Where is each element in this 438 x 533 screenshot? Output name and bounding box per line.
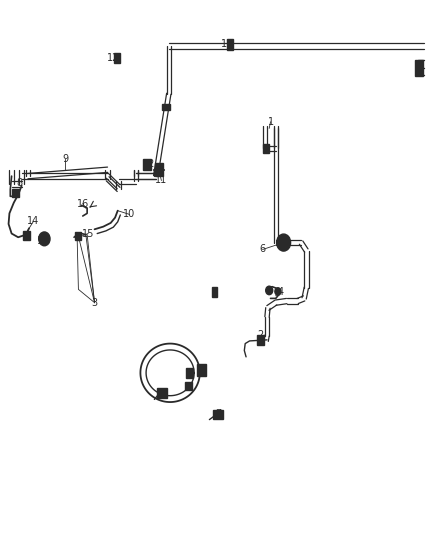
Text: 8: 8 [16, 177, 22, 188]
Text: 12: 12 [221, 39, 233, 49]
Bar [415, 60, 423, 76]
Text: 4: 4 [277, 287, 283, 297]
Text: 13: 13 [37, 236, 49, 246]
Text: 7: 7 [158, 388, 165, 398]
Bar [143, 159, 151, 169]
Text: 10: 10 [124, 209, 136, 220]
Text: 14: 14 [27, 216, 39, 227]
Bar [186, 368, 193, 377]
Bar [263, 144, 269, 154]
Text: 12: 12 [143, 159, 155, 169]
Bar [257, 335, 265, 345]
Bar [75, 232, 81, 240]
Circle shape [275, 288, 281, 295]
Bar [213, 409, 223, 419]
Bar [227, 39, 233, 50]
Text: 11: 11 [155, 175, 167, 185]
Text: 9: 9 [62, 154, 68, 164]
Text: 7: 7 [215, 409, 221, 419]
Bar [23, 231, 30, 240]
Bar [157, 388, 167, 398]
Circle shape [277, 234, 290, 251]
Text: 5: 5 [212, 287, 218, 297]
Bar [162, 104, 170, 110]
Text: 16: 16 [77, 199, 89, 209]
Text: 6: 6 [260, 245, 266, 254]
Circle shape [39, 232, 50, 246]
Text: 2: 2 [258, 329, 264, 340]
Text: 12: 12 [107, 53, 120, 63]
Text: 3: 3 [92, 297, 98, 308]
Circle shape [266, 286, 273, 295]
Bar [12, 189, 19, 197]
Text: 1: 1 [268, 117, 274, 127]
Text: 15: 15 [82, 229, 94, 239]
Bar [197, 365, 206, 376]
Bar [155, 163, 162, 176]
Bar [185, 382, 192, 390]
Bar [212, 287, 217, 297]
Bar [114, 53, 120, 63]
